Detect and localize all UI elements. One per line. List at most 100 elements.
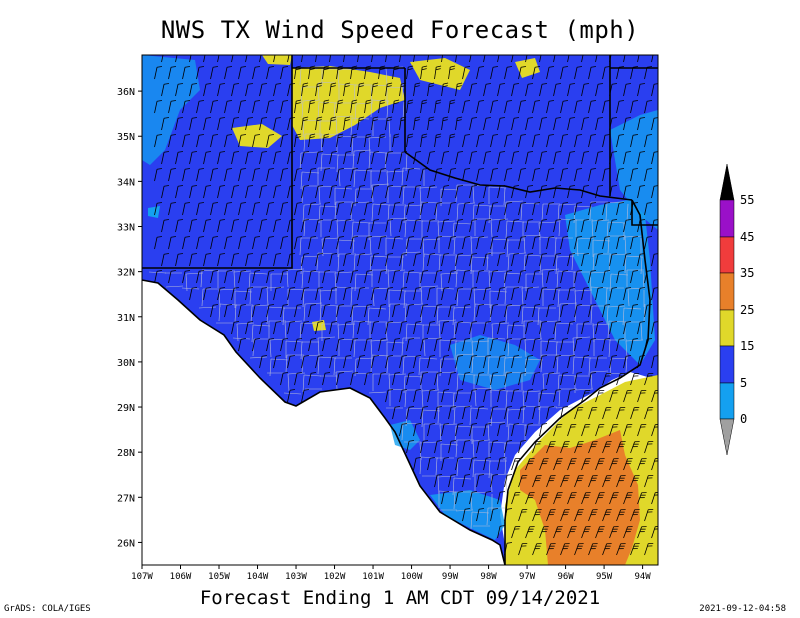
county-line	[321, 153, 340, 156]
wind-barb-feather	[429, 151, 436, 153]
county-line	[266, 286, 285, 289]
wind-barb	[644, 135, 648, 148]
wind-barb-feather	[562, 134, 569, 136]
wind-barb	[168, 67, 172, 80]
wind-barb	[637, 424, 642, 437]
wind-barb	[161, 84, 165, 97]
lat-tick-label: 33N	[117, 223, 135, 234]
wind-barb	[469, 390, 473, 403]
wind-barb	[588, 135, 592, 148]
wind-barb-feather	[443, 287, 450, 289]
wind-barb-feather	[290, 49, 295, 50]
wind-barb-feather	[456, 119, 462, 122]
wind-barb-feather	[205, 83, 212, 85]
wind-barb-feather	[366, 202, 373, 204]
wind-barb-feather	[401, 52, 406, 53]
wind-barb-feather	[345, 287, 352, 289]
wind-barb-feather	[240, 202, 247, 204]
wind-barb	[287, 254, 291, 267]
wind-barb-feather	[345, 253, 352, 255]
county-line	[607, 235, 610, 254]
wind-barb	[168, 101, 172, 114]
wind-barb	[525, 322, 529, 335]
wind-barb	[364, 203, 368, 216]
county-line	[541, 203, 544, 222]
wind-barb-feather	[394, 270, 401, 272]
wind-barb-feather	[276, 49, 281, 50]
county-line	[384, 152, 387, 171]
wind-barb	[539, 186, 543, 199]
wind-barb	[427, 220, 431, 233]
wind-barb	[378, 339, 382, 352]
county-line	[473, 459, 492, 462]
wind-barb	[595, 390, 600, 403]
wind-barb	[427, 322, 431, 335]
wind-barb	[476, 101, 480, 114]
wind-barb	[413, 322, 417, 335]
wind-barb-feather	[338, 65, 344, 68]
wind-barb	[546, 373, 550, 386]
county-line	[622, 307, 625, 326]
wind-barb-feather	[485, 83, 492, 85]
wind-barb-feather	[324, 304, 331, 306]
county-line	[402, 186, 405, 205]
wind-barb-feather	[590, 236, 597, 238]
wind-barb-feather	[534, 134, 541, 136]
county-line	[319, 289, 338, 292]
wind-barb-feather	[303, 185, 310, 187]
wind-barb	[224, 305, 228, 318]
wind-barb	[287, 220, 291, 233]
wind-barb	[546, 237, 550, 250]
wind-barb-feather	[646, 202, 653, 204]
lon-tick-label: 100W	[401, 572, 423, 582]
county-line	[404, 219, 407, 238]
wind-barb-feather	[414, 119, 420, 122]
county-line	[368, 391, 387, 394]
wind-barb-feather	[310, 65, 316, 68]
wind-barb	[497, 526, 501, 539]
wind-barb-feather	[387, 185, 394, 187]
wind-barb	[532, 475, 538, 488]
wind-barb-feather	[220, 49, 225, 50]
wind-barb	[308, 203, 312, 216]
county-line	[337, 323, 356, 326]
county-line	[452, 477, 455, 496]
wind-barb	[616, 135, 620, 148]
wind-barb	[455, 254, 459, 267]
county-line	[470, 256, 473, 275]
county-line	[625, 255, 644, 258]
wind-barb	[252, 135, 256, 148]
county-line	[401, 167, 404, 186]
wind-barb-feather	[254, 304, 261, 306]
wind-barb-feather	[338, 168, 345, 170]
wind-barb-feather	[156, 202, 163, 204]
wind-barb	[343, 254, 347, 267]
wind-barb-feather	[436, 474, 443, 476]
county-line	[436, 306, 439, 325]
wind-barb	[308, 237, 312, 250]
wind-barb	[497, 152, 501, 165]
wind-barb-feather	[435, 136, 441, 139]
wind-barb-feather	[401, 185, 408, 187]
wind-barb-feather	[393, 136, 399, 139]
wind-barb	[511, 458, 516, 471]
wind-barb	[385, 84, 388, 97]
wind-barb	[532, 237, 536, 250]
wind-barb	[511, 390, 515, 403]
wind-barb	[448, 101, 451, 114]
county-line	[470, 237, 473, 256]
wind-barb-feather	[597, 83, 604, 85]
wind-barb	[567, 254, 571, 267]
county-line	[436, 287, 455, 290]
wind-barb	[518, 475, 523, 488]
plot-frame	[141, 54, 659, 566]
lon-tick-label: 95W	[596, 572, 613, 582]
wind-barb-feather	[506, 202, 513, 204]
county-line	[554, 322, 557, 341]
wind-barb-feather	[478, 406, 485, 408]
wind-barb	[525, 424, 529, 437]
wind-barb	[336, 305, 340, 318]
wind-barb	[161, 152, 165, 165]
wind-barb-feather	[422, 304, 429, 306]
wind-barb	[448, 67, 451, 80]
